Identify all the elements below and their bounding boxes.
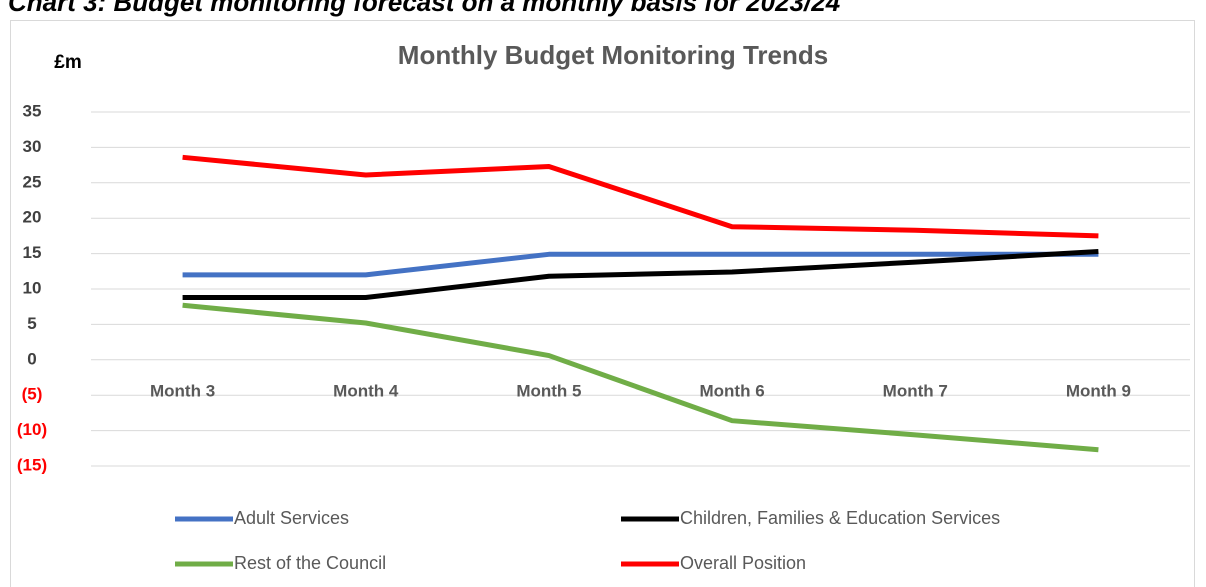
y-tick-label: 20 (23, 208, 42, 227)
y-tick-label: 0 (27, 349, 36, 368)
legend-label: Rest of the Council (234, 553, 386, 573)
y-tick-label: 25 (23, 172, 42, 191)
y-tick-label: (10) (17, 420, 47, 439)
y-tick-label: 35 (23, 101, 42, 120)
series-line (182, 302, 1099, 453)
y-tick-label: (5) (22, 385, 43, 404)
series-line (182, 154, 1099, 239)
y-tick-label: 30 (23, 137, 42, 156)
y-tick-label: 10 (23, 278, 42, 297)
y-tick-label: (15) (17, 455, 47, 474)
legend-label: Adult Services (234, 508, 349, 528)
x-tick-label: Month 9 (1066, 381, 1131, 400)
chart-title: Monthly Budget Monitoring Trends (398, 40, 828, 70)
x-tick-label: Month 4 (333, 381, 399, 400)
page-heading: Chart 3: Budget monitoring forecast on a… (8, 0, 841, 17)
y-tick-label: 5 (27, 314, 36, 333)
y-tick-label: 15 (23, 243, 42, 262)
y-axis-label: £m (54, 52, 81, 73)
x-tick-label: Month 6 (700, 381, 765, 400)
chart-frame (10, 20, 1195, 587)
x-tick-label: Month 7 (883, 381, 948, 400)
series-line (182, 251, 1099, 278)
series-line (182, 248, 1099, 300)
x-tick-label: Month 5 (516, 381, 581, 400)
legend-label: Children, Families & Education Services (680, 508, 1000, 528)
legend-label: Overall Position (680, 553, 806, 573)
x-tick-label: Month 3 (150, 381, 215, 400)
